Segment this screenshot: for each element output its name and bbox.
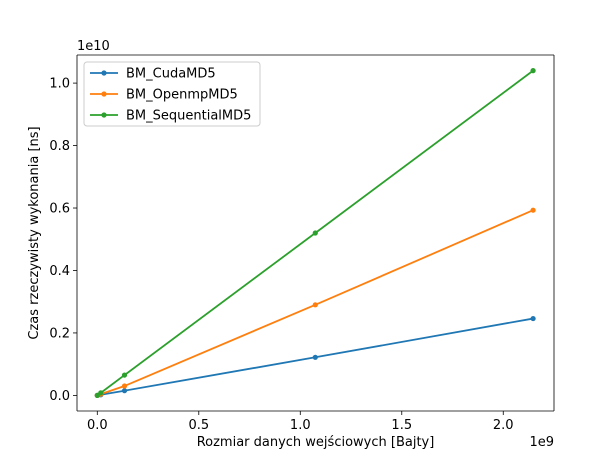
data-point [530, 68, 536, 74]
legend-label: BM_SequentialMD5 [126, 109, 251, 124]
legend-marker [101, 91, 107, 97]
data-point [121, 388, 128, 394]
data-point [312, 230, 318, 236]
series-BM_SequentialMD5 [94, 68, 536, 398]
data-point [312, 354, 318, 360]
y-tick-label: 0.4 [49, 264, 70, 279]
x-multiplier-label: 1e9 [529, 435, 554, 450]
axes-layer [76, 54, 555, 412]
data-point [312, 302, 318, 308]
y-tick-label: 0.0 [49, 389, 70, 404]
x-tick-label: 2.0 [493, 418, 514, 433]
legend-label: BM_CudaMD5 [126, 67, 216, 82]
x-tick-label: 1.5 [391, 418, 412, 433]
data-point [121, 383, 128, 389]
legend-marker [101, 70, 107, 76]
data-point [121, 372, 128, 378]
y-axis-label: Czas rzeczywisty wykonania [ns] [27, 126, 42, 339]
ticks-layer: 0.0 0.5 1.0 1.5 2.0 0.0 0.2 0.4 0.6 0.8 1.0 [49, 77, 513, 433]
x-axis-label: Rozmiar danych wejściowych [Bajty] [197, 435, 435, 450]
y-tick-label: 0.8 [49, 139, 70, 154]
legend-box [83, 61, 261, 127]
y-tick-label: 1.0 [49, 77, 70, 92]
data-point [530, 207, 536, 213]
data-point [98, 390, 104, 396]
x-tick-label: 1.0 [290, 418, 311, 433]
data-point [530, 315, 536, 322]
series-layer [94, 68, 536, 398]
x-tick-label: 0.5 [188, 418, 209, 433]
y-tick-label: 0.6 [49, 202, 70, 217]
legend: BM_CudaMD5 BM_OpenmpMD5 BM_SequentialMD5 [83, 61, 261, 127]
y-tick-label: 0.2 [49, 326, 70, 341]
y-multiplier-label: 1e10 [77, 39, 110, 54]
legend-marker [101, 112, 107, 118]
x-tick-label: 0.0 [87, 418, 108, 433]
legend-label: BM_OpenmpMD5 [126, 88, 238, 103]
